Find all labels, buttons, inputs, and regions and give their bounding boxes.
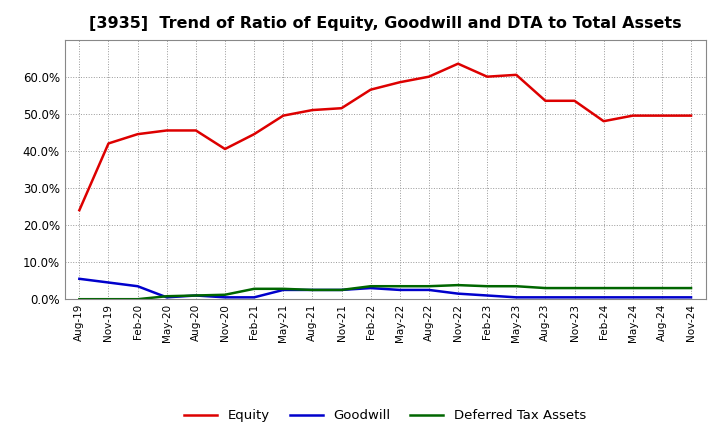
Deferred Tax Assets <box>133 297 142 302</box>
Goodwill <box>395 287 404 293</box>
Goodwill <box>599 295 608 300</box>
Deferred Tax Assets <box>570 286 579 291</box>
Equity <box>599 118 608 124</box>
Equity <box>220 147 229 152</box>
Deferred Tax Assets <box>250 286 258 291</box>
Equity <box>629 113 637 118</box>
Line: Equity: Equity <box>79 64 691 210</box>
Equity <box>75 208 84 213</box>
Goodwill <box>104 280 113 285</box>
Equity <box>512 72 521 77</box>
Goodwill <box>425 287 433 293</box>
Equity <box>337 106 346 111</box>
Equity <box>279 113 287 118</box>
Deferred Tax Assets <box>629 286 637 291</box>
Deferred Tax Assets <box>337 287 346 293</box>
Goodwill <box>220 295 229 300</box>
Deferred Tax Assets <box>687 286 696 291</box>
Goodwill <box>541 295 550 300</box>
Deferred Tax Assets <box>425 284 433 289</box>
Goodwill <box>366 286 375 291</box>
Equity <box>541 98 550 103</box>
Equity <box>308 107 317 113</box>
Goodwill <box>512 295 521 300</box>
Goodwill <box>163 295 171 300</box>
Goodwill <box>250 295 258 300</box>
Deferred Tax Assets <box>512 284 521 289</box>
Deferred Tax Assets <box>220 292 229 297</box>
Deferred Tax Assets <box>366 284 375 289</box>
Goodwill <box>454 291 462 296</box>
Equity <box>133 132 142 137</box>
Equity <box>687 113 696 118</box>
Equity <box>366 87 375 92</box>
Equity <box>192 128 200 133</box>
Equity <box>163 128 171 133</box>
Deferred Tax Assets <box>599 286 608 291</box>
Equity <box>483 74 492 79</box>
Equity <box>425 74 433 79</box>
Goodwill <box>133 284 142 289</box>
Deferred Tax Assets <box>279 286 287 291</box>
Goodwill <box>337 287 346 293</box>
Deferred Tax Assets <box>163 293 171 299</box>
Goodwill <box>279 287 287 293</box>
Deferred Tax Assets <box>454 282 462 288</box>
Deferred Tax Assets <box>192 293 200 298</box>
Goodwill <box>657 295 666 300</box>
Title: [3935]  Trend of Ratio of Equity, Goodwill and DTA to Total Assets: [3935] Trend of Ratio of Equity, Goodwil… <box>89 16 682 32</box>
Legend: Equity, Goodwill, Deferred Tax Assets: Equity, Goodwill, Deferred Tax Assets <box>179 404 591 428</box>
Equity <box>395 80 404 85</box>
Goodwill <box>192 293 200 298</box>
Goodwill <box>687 295 696 300</box>
Goodwill <box>570 295 579 300</box>
Deferred Tax Assets <box>541 286 550 291</box>
Line: Goodwill: Goodwill <box>79 279 691 297</box>
Equity <box>104 141 113 146</box>
Deferred Tax Assets <box>75 297 84 302</box>
Equity <box>657 113 666 118</box>
Deferred Tax Assets <box>657 286 666 291</box>
Line: Deferred Tax Assets: Deferred Tax Assets <box>79 285 691 299</box>
Equity <box>454 61 462 66</box>
Deferred Tax Assets <box>308 287 317 293</box>
Deferred Tax Assets <box>483 284 492 289</box>
Goodwill <box>483 293 492 298</box>
Equity <box>250 132 258 137</box>
Goodwill <box>629 295 637 300</box>
Goodwill <box>75 276 84 282</box>
Deferred Tax Assets <box>104 297 113 302</box>
Goodwill <box>308 287 317 293</box>
Deferred Tax Assets <box>395 284 404 289</box>
Equity <box>570 98 579 103</box>
